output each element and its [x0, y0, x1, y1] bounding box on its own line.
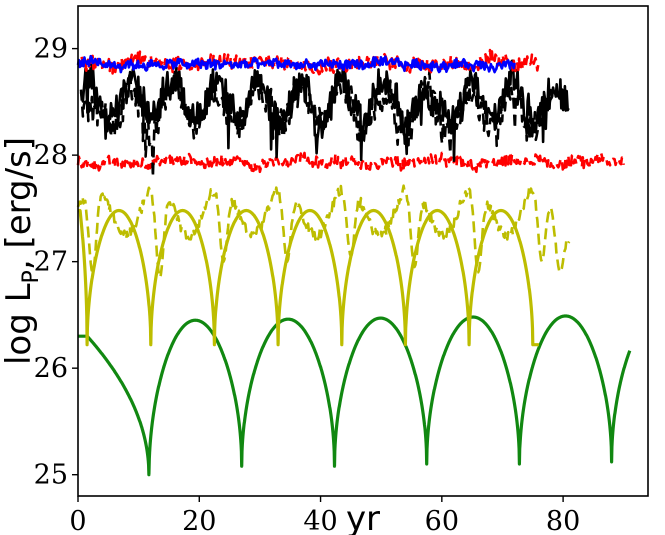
x-tick-label: 0: [69, 506, 86, 535]
x-tick-label: 60: [425, 506, 459, 535]
y-axis-label-subscript: P: [19, 270, 44, 283]
y-tick-label: 28: [34, 140, 68, 171]
x-tick-label: 20: [182, 506, 216, 535]
y-axis-label-main: log L: [0, 283, 39, 365]
y-axis-label: log LP, [erg/s]: [0, 137, 44, 365]
y-tick-label: 27: [34, 247, 68, 278]
plot-frame: [77, 5, 649, 497]
series-line-black-solid: [79, 59, 570, 162]
series-line-green-solid: [76, 314, 632, 477]
y-axis-label-unit: , [erg/s]: [0, 137, 39, 270]
series-line-yellow-dashed: [76, 184, 571, 279]
y-tick-label: 25: [34, 460, 68, 491]
x-tick-label: 40: [303, 506, 337, 535]
series-line-red-dashed-low: [76, 151, 625, 174]
x-axis-label: yr: [346, 499, 380, 535]
ticks-layer: 0 20 40 60 80 25 26 27 28 29: [34, 34, 581, 535]
series-layer: [76, 48, 632, 477]
series-line-blue-top: [76, 54, 516, 74]
y-tick-label: 29: [34, 34, 68, 65]
x-tick-label: 80: [546, 506, 580, 535]
series-line-yellow-solid: [76, 208, 541, 347]
y-tick-label: 26: [34, 353, 68, 384]
